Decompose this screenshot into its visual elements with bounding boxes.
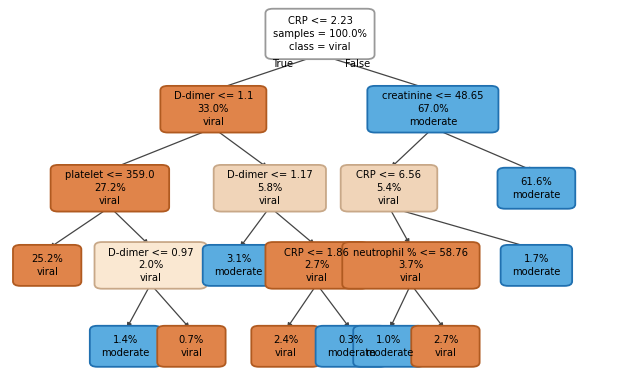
FancyBboxPatch shape bbox=[367, 86, 499, 132]
Text: D-dimer <= 0.97
2.0%
viral: D-dimer <= 0.97 2.0% viral bbox=[108, 248, 193, 283]
FancyBboxPatch shape bbox=[412, 326, 479, 367]
Text: 61.6%
moderate: 61.6% moderate bbox=[512, 177, 561, 200]
FancyBboxPatch shape bbox=[13, 245, 81, 286]
FancyBboxPatch shape bbox=[500, 245, 572, 286]
Text: 0.3%
moderate: 0.3% moderate bbox=[327, 335, 376, 358]
FancyBboxPatch shape bbox=[90, 326, 161, 367]
Text: True: True bbox=[272, 59, 293, 69]
Text: neutrophil % <= 58.76
3.7%
viral: neutrophil % <= 58.76 3.7% viral bbox=[353, 248, 468, 283]
FancyBboxPatch shape bbox=[497, 168, 575, 209]
FancyBboxPatch shape bbox=[353, 326, 425, 367]
FancyBboxPatch shape bbox=[266, 242, 368, 289]
Text: D-dimer <= 1.17
5.8%
viral: D-dimer <= 1.17 5.8% viral bbox=[227, 170, 313, 206]
Text: CRP <= 1.86
2.7%
viral: CRP <= 1.86 2.7% viral bbox=[284, 248, 349, 283]
Text: 1.4%
moderate: 1.4% moderate bbox=[101, 335, 150, 358]
Text: 1.0%
moderate: 1.0% moderate bbox=[365, 335, 413, 358]
Text: CRP <= 6.56
5.4%
viral: CRP <= 6.56 5.4% viral bbox=[356, 170, 422, 206]
FancyBboxPatch shape bbox=[95, 242, 207, 289]
Text: 3.1%
moderate: 3.1% moderate bbox=[214, 254, 262, 277]
Text: 1.7%
moderate: 1.7% moderate bbox=[512, 254, 561, 277]
FancyBboxPatch shape bbox=[340, 165, 437, 212]
FancyBboxPatch shape bbox=[203, 245, 274, 286]
Text: creatinine <= 48.65
67.0%
moderate: creatinine <= 48.65 67.0% moderate bbox=[382, 91, 484, 127]
FancyBboxPatch shape bbox=[157, 326, 226, 367]
FancyBboxPatch shape bbox=[342, 242, 479, 289]
FancyBboxPatch shape bbox=[252, 326, 320, 367]
FancyBboxPatch shape bbox=[51, 165, 169, 212]
Text: 2.4%
viral: 2.4% viral bbox=[273, 335, 298, 358]
Text: 2.7%
viral: 2.7% viral bbox=[433, 335, 458, 358]
FancyBboxPatch shape bbox=[316, 326, 387, 367]
Text: platelet <= 359.0
27.2%
viral: platelet <= 359.0 27.2% viral bbox=[65, 170, 155, 206]
FancyBboxPatch shape bbox=[214, 165, 326, 212]
Text: False: False bbox=[345, 59, 371, 69]
Text: CRP <= 2.23
samples = 100.0%
class = viral: CRP <= 2.23 samples = 100.0% class = vir… bbox=[273, 16, 367, 52]
Text: D-dimer <= 1.1
33.0%
viral: D-dimer <= 1.1 33.0% viral bbox=[173, 91, 253, 127]
Text: 25.2%
viral: 25.2% viral bbox=[31, 254, 63, 277]
Text: 0.7%
viral: 0.7% viral bbox=[179, 335, 204, 358]
FancyBboxPatch shape bbox=[161, 86, 266, 132]
FancyBboxPatch shape bbox=[266, 9, 374, 59]
